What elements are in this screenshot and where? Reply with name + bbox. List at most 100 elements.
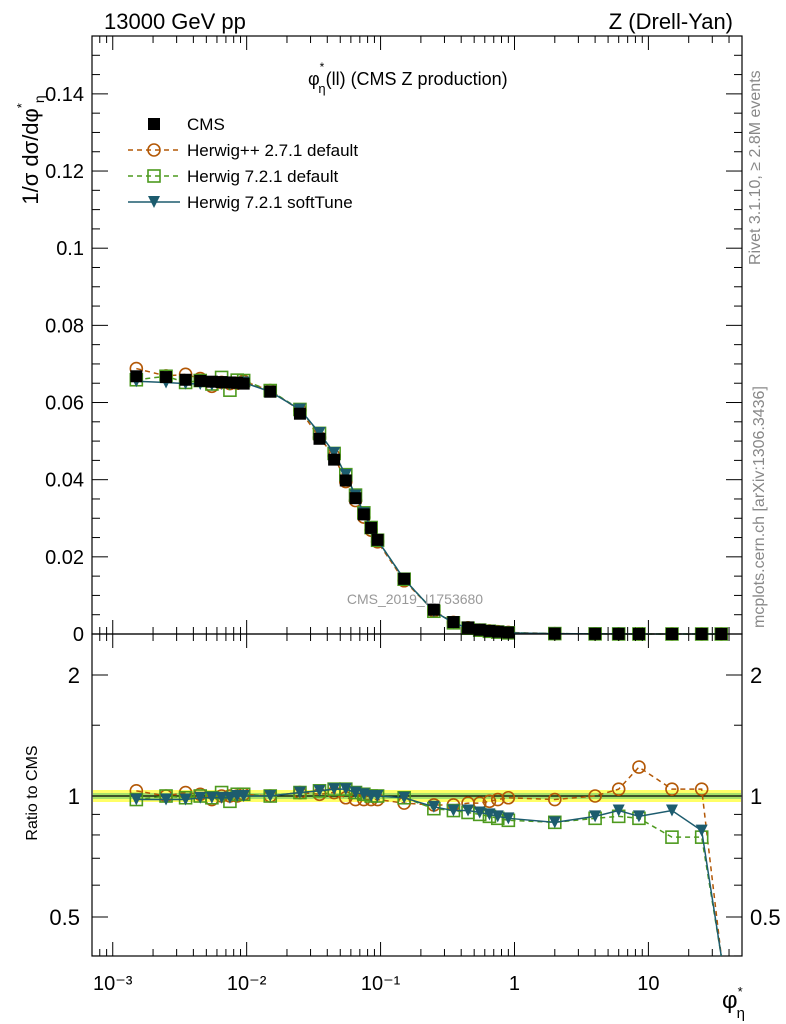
point-cms (427, 603, 440, 616)
point-cms (491, 625, 504, 638)
legend-label: Herwig 7.2.1 softTune (187, 193, 353, 212)
ratio-y-tick-label: 0.5 (49, 905, 80, 930)
ratio-point-herwig-7-2-1-softtune (179, 793, 192, 806)
y-tick-label: 0 (73, 624, 84, 646)
point-cms (237, 377, 250, 390)
header-left: 13000 GeV pp (104, 9, 246, 34)
ratio-point-herwig-7-2-1-softtune (462, 804, 475, 817)
ratio-point-herwig-2-7-1-default (490, 792, 505, 807)
point-cms (365, 521, 378, 534)
main-panel: 0 0.02 0.04 0.06 0.08 0.1 0.12 0.14 CMS_2019_I1… (45, 35, 743, 646)
ratio-point-herwig-2-7-1-default (665, 782, 679, 796)
ratio-y-tick-label-right: 1 (750, 784, 762, 809)
point-herwig-7-2-1-softtune (328, 447, 341, 460)
ratio-point-herwig-7-2-1-softtune (398, 791, 411, 804)
main-yticks: 0 0.02 0.04 0.06 0.08 0.1 0.12 0.14 (45, 35, 742, 646)
y-tick-label: 0.14 (45, 84, 84, 106)
ratio-point-herwig-7-2-1-softtune (237, 790, 250, 802)
y-tick-label: 0.1 (56, 238, 84, 260)
point-cms (462, 621, 475, 634)
ratio-y-tick-label-right: 0.5 (750, 905, 781, 930)
ratio-point-herwig-7-2-1-softtune (473, 806, 486, 819)
point-cms (264, 385, 277, 398)
y-tick-label: 0.06 (45, 393, 84, 415)
ratio-point-herwig-7-2-1-softtune (502, 812, 515, 825)
ratio-point-herwig-7-2-1-softtune (632, 810, 645, 823)
ratio-point-herwig-7-2-1-softtune (548, 816, 561, 829)
legend-marker (148, 196, 160, 208)
ratio-point-herwig-7-2-1-softtune (223, 791, 236, 804)
ratio-point-herwig-7-2-1-softtune (612, 804, 625, 817)
point-cms (502, 626, 515, 639)
point-cms (349, 492, 362, 505)
ratio-point-herwig-2-7-1-default (501, 790, 516, 805)
point-cms (339, 474, 352, 487)
ratio-point-herwig-2-7-1-default (632, 760, 646, 774)
ratio-y-tick-label-right: 2 (750, 663, 762, 688)
legend-marker (147, 143, 161, 157)
ratio-point-herwig-7-2-1-softtune (264, 790, 277, 802)
ratio-point-herwig-7-2-1-softtune (695, 824, 708, 837)
point-cms (328, 453, 341, 466)
point-cms (179, 373, 192, 386)
ratio-point-herwig-2-7-1-default (611, 782, 626, 796)
ratio-y-tick-label: 2 (68, 663, 80, 688)
ratio-point-herwig-7-2-1-softtune (205, 791, 218, 804)
legend-label: Herwig++ 2.7.1 default (187, 141, 358, 160)
ratio-point-herwig-2-7-1-default (547, 792, 562, 807)
ratio-point-herwig-7-2-1-softtune (665, 804, 678, 817)
x-tick-label: 10⁻¹ (361, 973, 401, 995)
mcplots-label: mcplots.cern.ch [arXiv:1306.3436] (751, 386, 768, 628)
legend-label: CMS (187, 115, 225, 134)
ylabel-main-group: 1/σ dσ/dφ*η (14, 95, 47, 204)
ratio-xticks: 10⁻³ 10⁻² 10⁻¹ 1 10 (91, 634, 743, 995)
point-cms (194, 374, 207, 387)
point-cms (130, 370, 143, 383)
legend-label: Herwig 7.2.1 default (187, 167, 338, 186)
ratio-point-herwig-7-2-1-softtune (293, 786, 306, 799)
ratio-frame (91, 633, 743, 957)
y-tick-label: 0.08 (45, 315, 84, 337)
point-cms (205, 375, 218, 388)
ratio-point-herwig-7-2-1-softtune (447, 804, 460, 817)
watermark: CMS_2019_I1753680 (347, 591, 483, 607)
point-cms (398, 572, 411, 585)
ratio-point-herwig-7-2-1-softtune (371, 790, 384, 802)
ylabel-ratio: Ratio to CMS (24, 745, 41, 840)
ratio-point-herwig-2-7-1-default (588, 789, 602, 803)
header-right: Z (Drell-Yan) (609, 9, 733, 34)
ratio-panel: 0.5 0.5 1 1 2 2 10⁻³ 10⁻² 10⁻¹ 1 10 (49, 633, 781, 995)
point-cms (293, 407, 306, 420)
ylabel-main: 1/σ dσ/dφ*η (14, 95, 47, 204)
ratio-point-herwig-2-7-1-default (694, 782, 709, 796)
legend: CMS Herwig++ 2.7.1 default Herwig 7.2.1 de… (128, 115, 358, 212)
y-tick-label: 0.12 (45, 161, 84, 183)
ratio-point-herwig-7-2-1-softtune (589, 810, 602, 823)
ratio-y-tick-label: 1 (68, 784, 80, 809)
xlabel: φ* η (722, 984, 745, 1022)
ratio-point-herwig-7-2-1-softtune (491, 810, 504, 823)
x-tick-label: 1 (509, 973, 520, 995)
point-cms (371, 533, 384, 546)
x-tick-label: 10⁻³ (93, 973, 133, 995)
ratio-point-herwig-2-7-1-default (482, 794, 497, 809)
point-cms (447, 616, 460, 629)
point-cms (160, 371, 173, 384)
x-tick-label: 10 (637, 973, 659, 995)
ratio-point-herwig-7-2-1-softtune (427, 800, 440, 813)
point-cms (313, 432, 326, 445)
ratio-point-herwig-7-2-1-softtune (194, 791, 207, 804)
ratio-point-herwig-7-2-1-softtune (328, 783, 341, 796)
ratio-point-herwig-7-2-1-softtune (313, 784, 326, 797)
ratio-point-herwig-7-2-1-softtune (339, 783, 352, 796)
ratio-point-herwig-7-2-1-softtune (130, 793, 143, 806)
y-tick-label: 0.04 (45, 470, 84, 492)
y-tick-label: 0.02 (45, 547, 84, 569)
legend-marker (148, 118, 160, 130)
ratio-point-herwig-7-2-1-softtune (215, 791, 228, 804)
point-cms (357, 508, 370, 521)
point-cms (473, 623, 486, 636)
ratio-point-herwig-7-2-1-default (665, 830, 679, 844)
ratio-point-herwig-7-2-1-softtune (160, 793, 173, 806)
